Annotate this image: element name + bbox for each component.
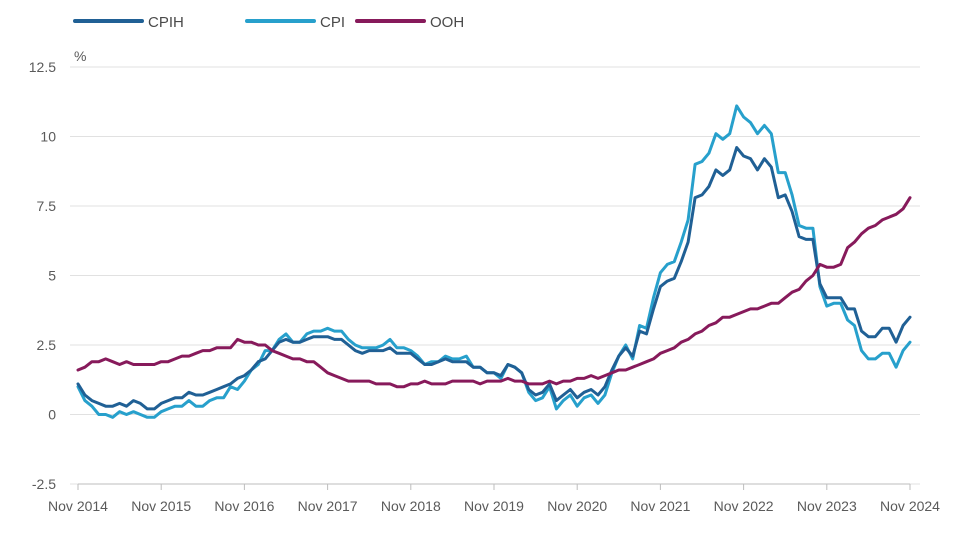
series-line-cpih xyxy=(76,146,912,411)
y-tick-label: 5 xyxy=(48,268,56,284)
x-tick-label: Nov 2019 xyxy=(464,498,524,514)
series-line-ooh xyxy=(76,196,912,389)
x-tick-label: Nov 2017 xyxy=(298,498,358,514)
x-tick-label: Nov 2020 xyxy=(547,498,607,514)
x-tick-label: Nov 2014 xyxy=(48,498,108,514)
series-lines xyxy=(76,104,912,419)
x-tick-label: Nov 2024 xyxy=(880,498,940,514)
y-tick-label: 12.5 xyxy=(29,59,56,75)
x-axis: Nov 2014 Nov 2015 Nov 2016 Nov 2017 Nov 2018… xyxy=(48,483,940,514)
y-tick-label: 7.5 xyxy=(37,198,57,214)
legend-label-cpi: CPI xyxy=(320,14,345,31)
gridlines xyxy=(70,66,920,485)
y-tick-label: 10 xyxy=(40,129,56,145)
legend-label-cpih: CPIH xyxy=(148,14,184,31)
y-tick-label: 0 xyxy=(48,407,56,423)
legend: CPIH CPI OOH xyxy=(73,14,464,31)
x-tick-label: Nov 2021 xyxy=(630,498,690,514)
y-tick-label: 2.5 xyxy=(37,337,57,353)
y-axis-ticks: -2.5 0 2.5 5 7.5 10 12.5 xyxy=(29,59,56,492)
x-tick-label: Nov 2023 xyxy=(797,498,857,514)
series-line-cpi xyxy=(76,104,912,419)
y-tick-label: -2.5 xyxy=(32,476,56,492)
x-tick-label: Nov 2015 xyxy=(131,498,191,514)
legend-label-ooh: OOH xyxy=(430,14,464,31)
y-axis-unit-label: % xyxy=(74,48,86,64)
x-tick-label: Nov 2022 xyxy=(714,498,774,514)
x-tick-label: Nov 2018 xyxy=(381,498,441,514)
x-tick-label: Nov 2016 xyxy=(214,498,274,514)
